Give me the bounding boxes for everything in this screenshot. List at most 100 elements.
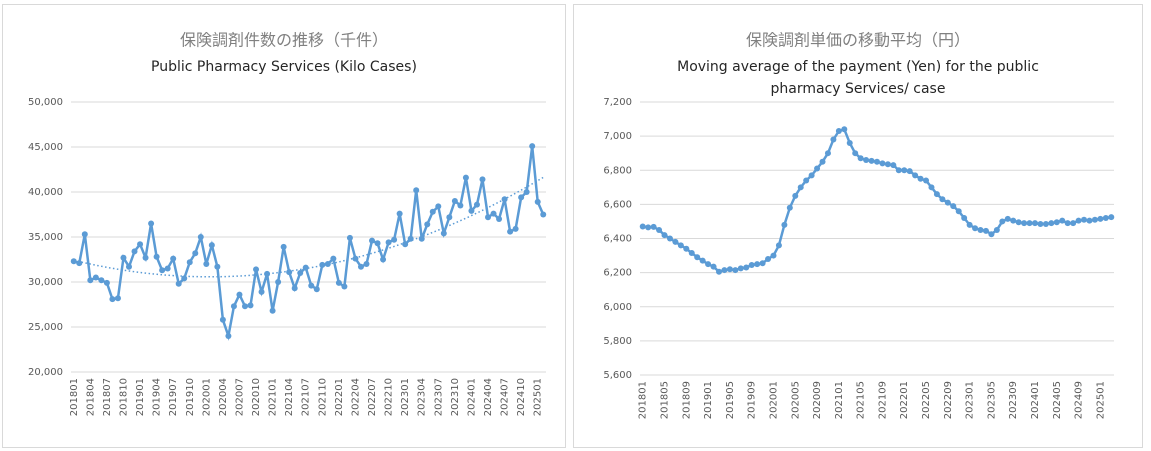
data-point [732,267,739,274]
x-tick-label: 202009 [812,381,823,419]
y-tick-label: 6,800 [603,165,632,176]
y-tick-label: 40,000 [28,187,63,198]
x-tick-label: 201801 [69,378,80,416]
x-tick-label: 201805 [660,381,671,419]
chart-subtitle: Public Pharmacy Services (Kilo Cases) [151,59,417,75]
data-point [661,232,668,239]
data-point [413,187,420,194]
data-point [933,191,940,198]
data-point [874,158,880,165]
data-point [424,221,431,228]
data-point [258,288,265,295]
x-tick-label: 202109 [877,381,888,419]
data-point [512,225,519,232]
data-point [103,279,110,286]
data-point [770,252,777,259]
data-point [688,250,695,257]
data-point [999,218,1006,225]
data-point [534,198,541,205]
x-tick-label: 202405 [1052,381,1063,419]
data-point [797,184,804,191]
chart-subtitle: Moving average of the payment (Yen) for … [677,59,1039,75]
x-tick-label: 202101 [268,378,279,416]
data-point [164,265,171,272]
data-point [857,155,864,162]
data-point [468,207,475,214]
data-point [446,214,453,221]
data-point [737,265,744,272]
data-point [186,259,193,266]
chart-subtitle: pharmacy Services/ case [771,81,946,97]
data-point [824,150,831,157]
x-tick-label: 202001 [201,378,212,416]
data-point [972,225,979,232]
data-point [87,277,94,284]
data-point [159,267,166,274]
data-point [335,279,342,286]
y-tick-label: 50,000 [28,97,63,108]
data-point [435,203,442,210]
x-tick-label: 202107 [301,378,312,416]
data-point [841,126,848,133]
data-point [1059,217,1066,224]
x-tick-label: 201804 [85,378,96,416]
y-tick-label: 30,000 [28,277,63,288]
data-point [1048,220,1055,227]
data-point [451,198,458,204]
x-tick-label: 201909 [747,381,758,419]
data-point [977,226,984,233]
data-point [906,168,913,175]
data-point [114,295,121,302]
data-point [1086,217,1093,224]
data-point [1026,220,1033,227]
data-point [286,269,293,276]
data-point [868,157,875,164]
data-point [656,226,663,233]
y-tick-label: 6,000 [603,302,632,313]
x-tick-label: 201810 [118,378,129,416]
data-point [219,316,226,323]
x-tick-label: 202209 [943,381,954,419]
data-point [721,267,728,274]
data-point [330,255,337,262]
data-point [518,194,525,201]
x-tick-label: 201901 [703,381,714,419]
data-point [529,143,536,150]
data-point [677,242,684,249]
data-point [297,270,304,276]
data-point [923,177,930,184]
data-point [803,177,810,184]
data-point [705,261,712,268]
data-point [852,150,859,157]
data-point [683,245,690,252]
data-point [275,279,282,285]
x-tick-label: 202004 [218,378,229,416]
data-point [496,216,503,222]
x-tick-label: 202410 [516,378,527,416]
data-point [357,263,364,270]
data-point [955,208,962,215]
data-point [1010,217,1017,224]
data-point [988,231,995,238]
data-point [208,242,215,249]
x-tick-label: 202301 [965,381,976,419]
data-point [98,277,105,284]
data-point [645,224,652,231]
x-tick-label: 202207 [367,378,378,416]
data-point [479,176,486,183]
x-tick-label: 201907 [168,378,179,416]
x-tick-label: 201801 [638,381,649,419]
data-point [1070,220,1077,227]
data-point [1097,215,1104,222]
panel: 保険調剤件数の推移（千件） Public Pharmacy Services (K… [2,4,566,448]
data-point [961,215,968,222]
x-tick-label: 202005 [790,381,801,419]
x-tick-label: 202101 [834,381,845,419]
data-point [726,266,733,273]
x-tick-label: 201807 [102,378,113,416]
data-point [385,239,392,246]
x-tick-label: 202201 [899,381,910,419]
chart-title: 保険調剤単価の移動平均（円） [746,31,970,50]
y-tick-label: 7,200 [603,97,632,108]
x-tick-label: 202305 [986,381,997,419]
